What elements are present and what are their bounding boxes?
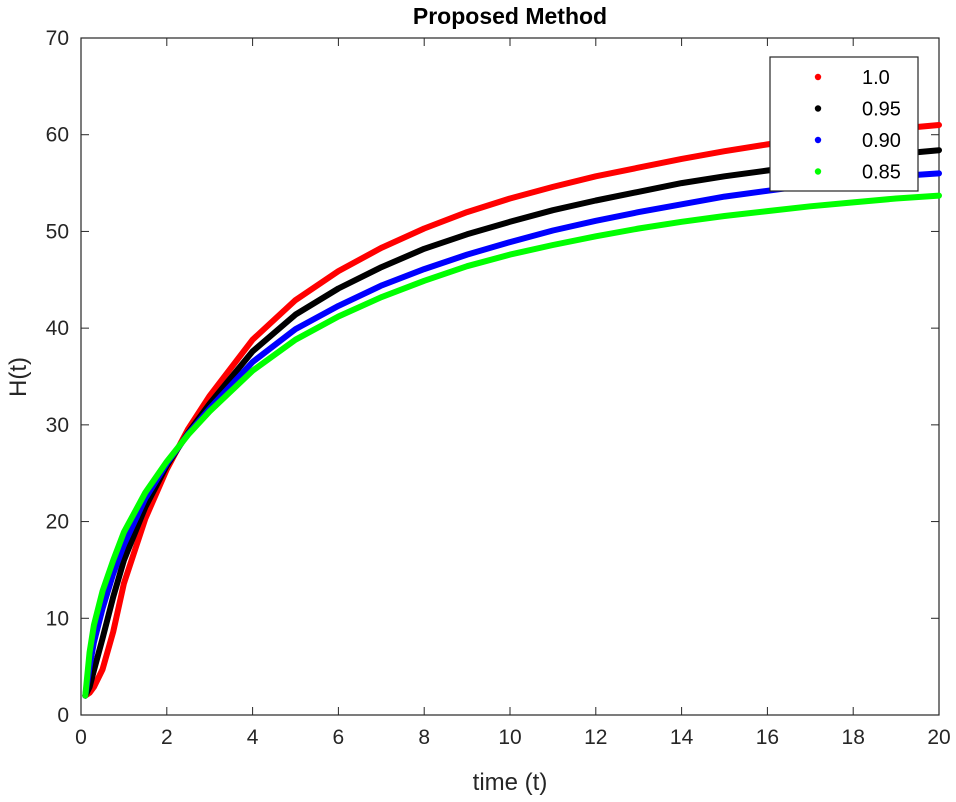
x-tick-label: 4 [247, 726, 259, 749]
y-tick-label: 60 [46, 124, 69, 147]
legend-marker-3 [814, 168, 822, 175]
x-tick-label: 20 [927, 726, 950, 749]
legend-marker-0 [814, 73, 822, 81]
x-tick-label: 6 [333, 726, 345, 749]
x-tick-label: 10 [498, 726, 521, 749]
legend-label-2: 0.90 [862, 130, 901, 152]
legend-marker-2 [814, 136, 822, 144]
x-axis-label: time (t) [473, 769, 548, 796]
chart-title: Proposed Method [413, 3, 607, 29]
legend-label-0: 1.0 [862, 67, 890, 89]
legend-label-3: 0.85 [862, 162, 901, 184]
y-tick-label: 0 [57, 704, 69, 727]
legend-box [769, 56, 919, 192]
x-tick-label: 2 [161, 726, 173, 749]
y-tick-label: 30 [46, 414, 69, 437]
series-line-3 [82, 192, 942, 699]
legend: 1.0 0.95 0.90 0.85 [769, 56, 919, 192]
y-axis-label: H(t) [5, 357, 32, 397]
x-tick-label: 8 [418, 726, 430, 749]
x-tick-label: 0 [75, 726, 87, 749]
y-tick-label: 40 [46, 317, 69, 340]
series-line-0 [82, 122, 942, 699]
x-tick-label: 12 [584, 726, 607, 749]
x-tick-label: 14 [670, 726, 694, 749]
legend-label-1: 0.95 [862, 99, 901, 121]
series-line-1 [82, 147, 942, 699]
x-tick-label: 18 [842, 726, 865, 749]
x-tick-label: 16 [756, 726, 779, 749]
y-tick-label: 70 [46, 27, 69, 50]
y-tick-label: 20 [46, 511, 69, 534]
y-tick-label: 10 [46, 607, 69, 630]
series-line-2 [82, 170, 942, 699]
legend-marker-1 [814, 105, 822, 112]
y-tick-label: 50 [46, 220, 69, 243]
